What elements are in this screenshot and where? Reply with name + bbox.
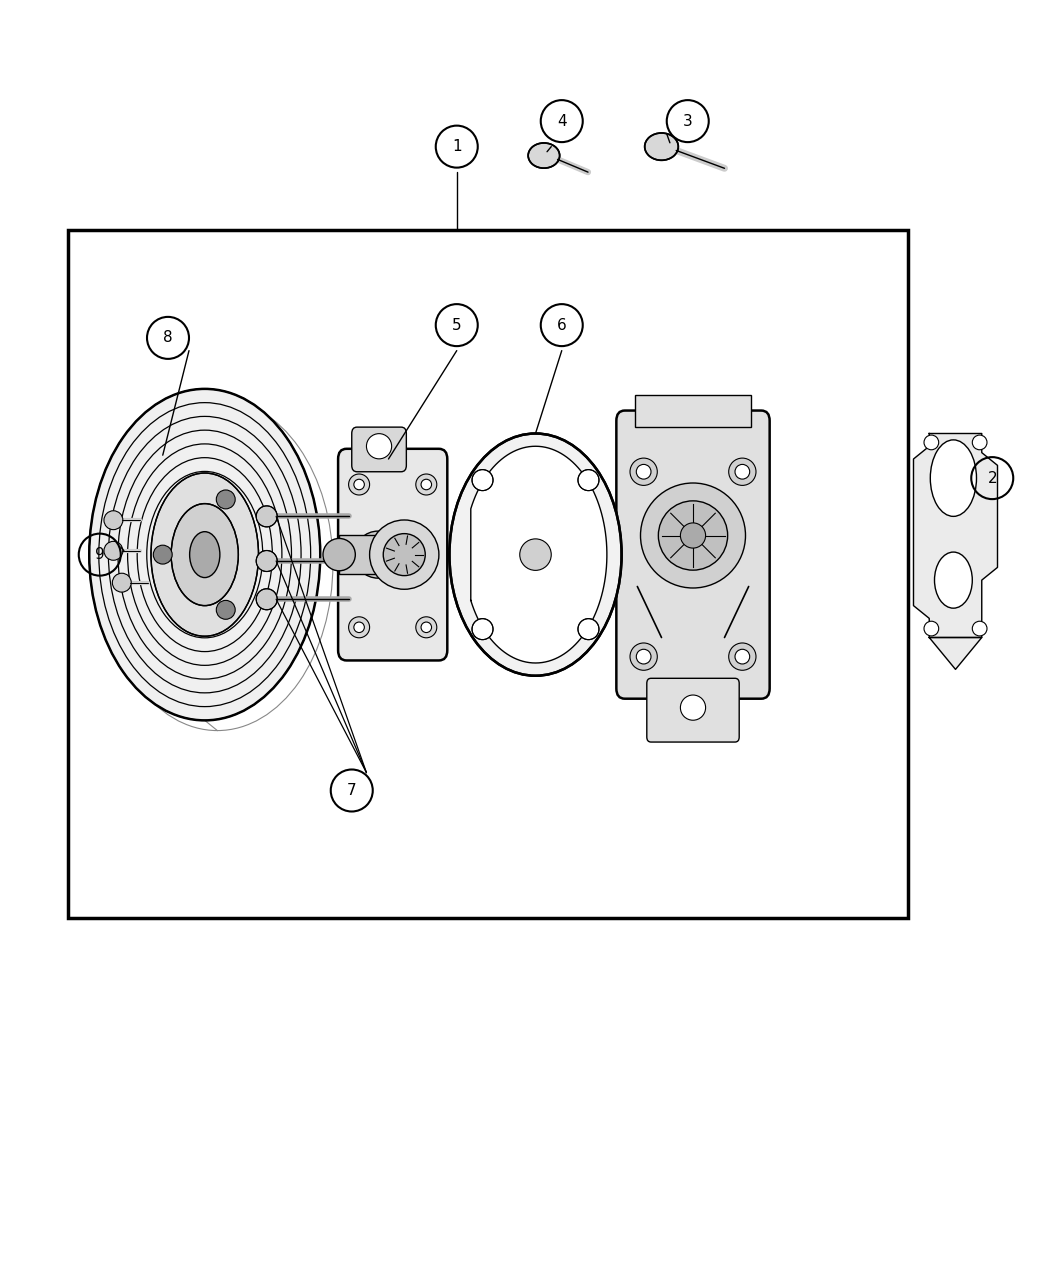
Ellipse shape	[472, 618, 493, 640]
Text: 8: 8	[163, 330, 173, 346]
Bar	[635, 395, 751, 427]
Text: 9: 9	[94, 547, 105, 562]
Text: 4: 4	[556, 113, 567, 129]
Ellipse shape	[153, 546, 172, 564]
Ellipse shape	[680, 695, 706, 720]
Text: 7: 7	[346, 783, 357, 798]
Ellipse shape	[256, 506, 277, 527]
Ellipse shape	[354, 622, 364, 632]
Ellipse shape	[680, 523, 706, 548]
FancyBboxPatch shape	[616, 411, 770, 699]
Ellipse shape	[355, 532, 401, 578]
Ellipse shape	[528, 143, 560, 168]
Ellipse shape	[924, 621, 939, 636]
Ellipse shape	[216, 490, 235, 509]
Ellipse shape	[735, 464, 750, 479]
Text: 2: 2	[987, 470, 998, 486]
Ellipse shape	[112, 574, 131, 592]
Ellipse shape	[578, 469, 598, 491]
Ellipse shape	[354, 479, 364, 490]
Ellipse shape	[630, 458, 657, 486]
Ellipse shape	[636, 649, 651, 664]
Ellipse shape	[383, 534, 425, 575]
Ellipse shape	[216, 601, 235, 620]
Ellipse shape	[256, 551, 277, 571]
Ellipse shape	[578, 618, 598, 640]
Polygon shape	[470, 446, 607, 663]
Ellipse shape	[416, 474, 437, 495]
Ellipse shape	[729, 643, 756, 671]
Polygon shape	[914, 434, 998, 638]
Ellipse shape	[972, 621, 987, 636]
Ellipse shape	[151, 473, 258, 636]
Ellipse shape	[640, 483, 746, 588]
Ellipse shape	[323, 538, 355, 571]
Ellipse shape	[630, 643, 657, 671]
Ellipse shape	[934, 552, 972, 608]
Ellipse shape	[472, 469, 493, 491]
Ellipse shape	[735, 649, 750, 664]
Bar	[339, 536, 386, 574]
Ellipse shape	[729, 458, 756, 486]
Text: 5: 5	[452, 317, 462, 333]
Ellipse shape	[256, 589, 277, 609]
Ellipse shape	[449, 434, 622, 676]
Ellipse shape	[370, 520, 439, 589]
Ellipse shape	[924, 435, 939, 450]
FancyBboxPatch shape	[647, 678, 739, 742]
Ellipse shape	[930, 440, 976, 516]
Ellipse shape	[658, 501, 728, 570]
Text: 1: 1	[452, 139, 462, 154]
Ellipse shape	[520, 539, 551, 570]
Ellipse shape	[89, 389, 320, 720]
Ellipse shape	[366, 434, 392, 459]
Ellipse shape	[171, 504, 238, 606]
Ellipse shape	[349, 617, 370, 638]
Ellipse shape	[349, 474, 370, 495]
Text: 6: 6	[556, 317, 567, 333]
Ellipse shape	[190, 532, 219, 578]
Ellipse shape	[636, 464, 651, 479]
Ellipse shape	[104, 511, 123, 529]
Ellipse shape	[416, 617, 437, 638]
Ellipse shape	[421, 479, 432, 490]
Bar	[68, 230, 908, 918]
Ellipse shape	[972, 435, 987, 450]
Polygon shape	[929, 638, 982, 669]
FancyBboxPatch shape	[352, 427, 406, 472]
FancyBboxPatch shape	[338, 449, 447, 660]
Ellipse shape	[421, 622, 432, 632]
Ellipse shape	[645, 133, 678, 161]
Text: 3: 3	[682, 113, 693, 129]
Ellipse shape	[104, 542, 123, 560]
